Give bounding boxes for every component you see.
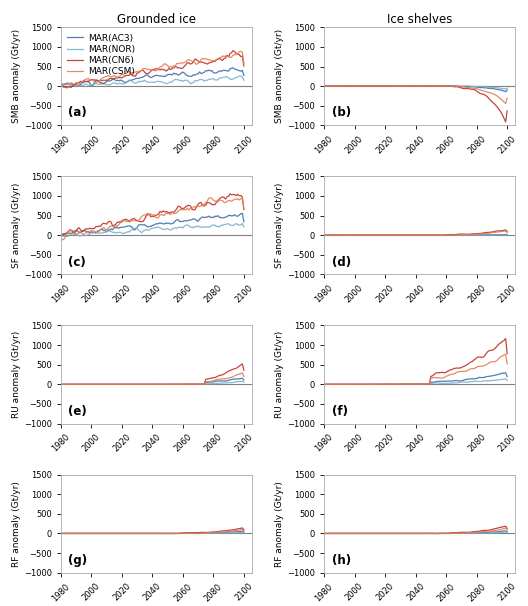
Title: Grounded ice: Grounded ice [117,13,195,26]
Text: (a): (a) [68,107,87,119]
Y-axis label: SMB anomaly (Gt/yr): SMB anomaly (Gt/yr) [275,29,284,124]
Text: (b): (b) [332,107,351,119]
Text: (h): (h) [332,554,351,567]
Y-axis label: SF anomaly (Gt/yr): SF anomaly (Gt/yr) [12,183,21,268]
Text: (c): (c) [68,256,86,268]
Y-axis label: SMB anomaly (Gt/yr): SMB anomaly (Gt/yr) [12,29,21,124]
Y-axis label: RU anomaly (Gt/yr): RU anomaly (Gt/yr) [12,331,21,418]
Title: Ice shelves: Ice shelves [386,13,452,26]
Text: (g): (g) [68,554,88,567]
Y-axis label: RU anomaly (Gt/yr): RU anomaly (Gt/yr) [275,331,284,418]
Text: (e): (e) [68,405,87,418]
Text: (f): (f) [332,405,347,418]
Text: (d): (d) [332,256,351,268]
Y-axis label: SF anomaly (Gt/yr): SF anomaly (Gt/yr) [275,183,284,268]
Y-axis label: RF anomaly (Gt/yr): RF anomaly (Gt/yr) [275,481,284,567]
Y-axis label: RF anomaly (Gt/yr): RF anomaly (Gt/yr) [12,481,21,567]
Legend: MAR(AC3), MAR(NOR), MAR(CN6), MAR(CSM): MAR(AC3), MAR(NOR), MAR(CN6), MAR(CSM) [65,32,137,78]
